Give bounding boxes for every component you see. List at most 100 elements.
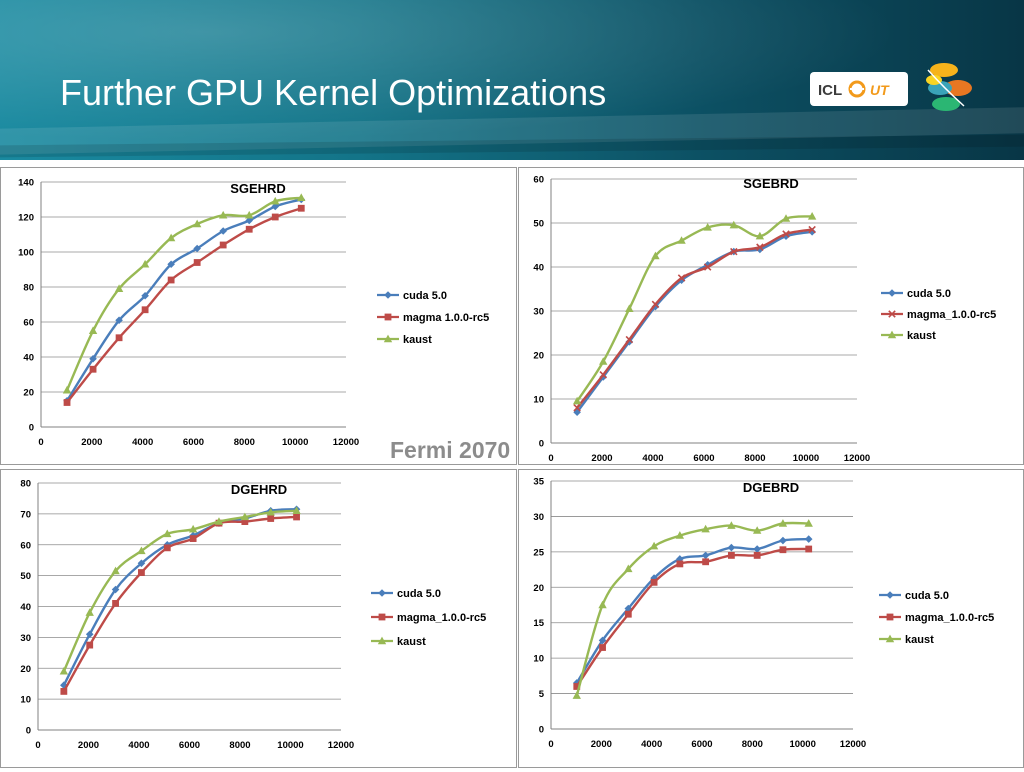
- data-point: [625, 335, 634, 344]
- x-tick-label: 2000: [591, 453, 612, 464]
- x-tick-label: 10000: [789, 739, 815, 750]
- data-point: [115, 316, 123, 325]
- data-point: [573, 408, 581, 416]
- series-line: [576, 228, 813, 409]
- y-tick-label: 100: [18, 248, 34, 259]
- data-point: [808, 225, 816, 234]
- data-point: [241, 518, 249, 525]
- data-point: [163, 544, 171, 552]
- data-point: [729, 220, 738, 229]
- series-line: [576, 215, 813, 402]
- data-point: [85, 608, 94, 616]
- y-tick-label: 0: [26, 726, 31, 737]
- icl-ut-logo: ICL UT: [810, 72, 908, 106]
- data-point: [188, 524, 198, 533]
- chart-sgebrd: 0 10 20 30 40 50 60 0 2000 4000 6000 8000 10000 12000…: [533, 175, 996, 465]
- legend-label: cuda 5.0: [905, 590, 949, 602]
- x-tick-label: 12000: [840, 739, 866, 750]
- ut-logo-text: UT: [870, 82, 890, 98]
- data-point: [166, 233, 176, 242]
- y-tick-label: 60: [533, 175, 544, 186]
- data-point: [755, 231, 765, 240]
- data-point: [781, 214, 791, 222]
- icl-ut-logo-icon: ICL UT: [818, 80, 890, 99]
- x-tick-label: 10000: [793, 453, 819, 464]
- data-point: [86, 641, 94, 649]
- legend-marker: [886, 613, 894, 621]
- data-point: [573, 683, 581, 690]
- legend-label: kaust: [397, 636, 426, 648]
- data-point: [572, 396, 582, 405]
- y-tick-label: 80: [20, 479, 31, 490]
- data-point: [779, 536, 787, 545]
- data-point: [651, 251, 660, 260]
- y-tick-label: 15: [533, 618, 544, 629]
- x-tick-label: 10000: [282, 437, 308, 448]
- x-tick-label: 6000: [179, 740, 200, 751]
- data-point: [88, 326, 98, 334]
- y-tick-label: 40: [23, 353, 34, 364]
- data-point: [598, 636, 607, 645]
- data-point: [63, 399, 71, 406]
- data-point: [727, 552, 735, 559]
- data-point: [266, 507, 275, 516]
- legend-label: magma 1.0.0-rc5: [403, 312, 489, 324]
- legend-marker: [383, 334, 393, 343]
- data-point: [292, 506, 301, 514]
- chart-panel-sgehrd: 0 20 40 60 80 100 120 140 0 2000 4000 6000 8000 10000…: [0, 167, 517, 465]
- data-point: [219, 227, 227, 235]
- chart-title: DGEHRD: [231, 482, 287, 497]
- data-point: [778, 519, 788, 527]
- x-tick-label: 8000: [744, 453, 765, 464]
- x-tick-label: 2000: [81, 437, 102, 448]
- y-tick-label: 0: [29, 423, 34, 434]
- data-point: [115, 334, 123, 342]
- data-point: [141, 291, 149, 300]
- y-tick-label: 5: [539, 689, 545, 700]
- data-point: [702, 558, 710, 566]
- series-kaust: [572, 519, 813, 699]
- x-tick-label: 12000: [844, 453, 870, 464]
- data-point: [624, 564, 633, 573]
- series-line: [66, 198, 302, 402]
- slide-title: Further GPU Kernel Optimizations: [60, 72, 607, 113]
- x-tick-label: 8000: [742, 739, 763, 750]
- legend-marker: [384, 291, 392, 299]
- y-tick-label: 30: [20, 633, 31, 644]
- data-point: [756, 243, 764, 251]
- legend-label: kaust: [905, 634, 934, 646]
- data-point: [163, 529, 172, 538]
- x-tick-label: 2000: [591, 739, 612, 750]
- x-tick-label: 8000: [229, 740, 250, 751]
- data-point: [218, 210, 228, 219]
- y-tick-label: 60: [20, 540, 31, 551]
- data-point: [675, 531, 685, 539]
- data-point: [60, 681, 68, 690]
- legend-label: cuda 5.0: [907, 288, 951, 300]
- data-point: [137, 546, 146, 555]
- legend-label: kaust: [907, 330, 936, 342]
- series-line: [575, 547, 809, 688]
- x-tick-label: 10000: [277, 740, 303, 751]
- data-point: [137, 559, 146, 568]
- x-tick-label: 4000: [642, 453, 663, 464]
- x-tick-label: 2000: [78, 740, 99, 751]
- data-point: [59, 666, 69, 675]
- data-point: [804, 519, 813, 527]
- data-point: [271, 213, 279, 221]
- legend-label: magma_1.0.0-rc5: [397, 612, 486, 624]
- data-point: [572, 691, 581, 699]
- y-tick-label: 20: [533, 583, 544, 594]
- y-tick-label: 20: [533, 351, 544, 362]
- y-tick-label: 80: [23, 283, 34, 294]
- data-point: [214, 517, 224, 525]
- legend-marker: [378, 613, 386, 621]
- y-tick-label: 10: [533, 654, 544, 665]
- legend-label: cuda 5.0: [397, 588, 441, 600]
- data-point: [649, 541, 659, 550]
- data-point: [804, 535, 813, 543]
- data-point: [89, 365, 97, 373]
- data-point: [677, 274, 686, 282]
- data-point: [703, 263, 712, 271]
- y-tick-label: 0: [539, 439, 544, 450]
